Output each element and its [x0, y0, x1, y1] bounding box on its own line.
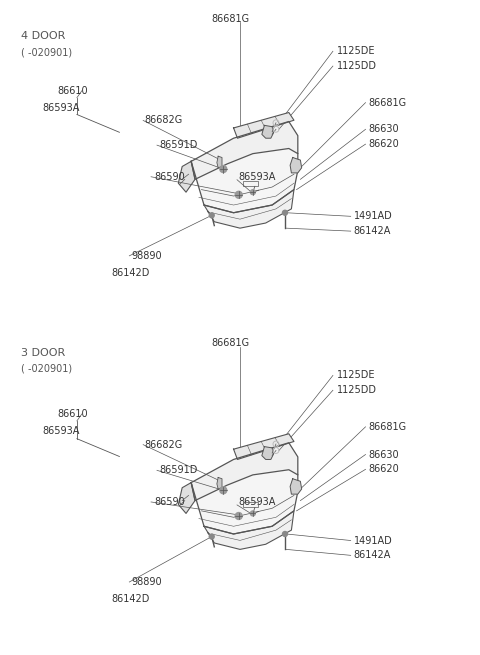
Polygon shape	[191, 470, 298, 534]
Text: 86630: 86630	[369, 449, 399, 460]
Text: 86593A: 86593A	[42, 103, 80, 113]
Text: 86681G: 86681G	[369, 422, 407, 432]
Text: 86620: 86620	[369, 139, 399, 149]
Text: 1125DE: 1125DE	[337, 371, 375, 381]
Text: 3 DOOR: 3 DOOR	[21, 348, 65, 358]
Text: 86591D: 86591D	[159, 140, 197, 150]
Text: 86682G: 86682G	[144, 115, 182, 125]
Circle shape	[283, 531, 288, 536]
Text: ( -020901): ( -020901)	[21, 47, 72, 57]
Text: 86593A: 86593A	[42, 426, 80, 436]
Polygon shape	[234, 113, 294, 138]
Text: 86610: 86610	[57, 409, 88, 419]
Text: 86681G: 86681G	[211, 14, 249, 24]
Bar	[242, 181, 258, 186]
Polygon shape	[191, 149, 298, 213]
Text: 86630: 86630	[369, 124, 399, 134]
Text: 98890: 98890	[131, 251, 162, 261]
Text: 86593A: 86593A	[238, 497, 276, 507]
Polygon shape	[179, 161, 195, 192]
Polygon shape	[191, 443, 298, 500]
Polygon shape	[204, 189, 294, 228]
Text: 86682G: 86682G	[144, 440, 182, 449]
Polygon shape	[217, 156, 222, 168]
Polygon shape	[191, 122, 298, 179]
Circle shape	[251, 190, 255, 195]
Circle shape	[235, 512, 242, 519]
Text: 86593A: 86593A	[238, 172, 276, 182]
Text: 86590: 86590	[154, 497, 185, 507]
Text: 86142D: 86142D	[111, 594, 150, 604]
Bar	[242, 502, 258, 507]
Text: 1491AD: 1491AD	[354, 212, 393, 221]
Polygon shape	[217, 477, 222, 489]
Text: 86142A: 86142A	[354, 550, 391, 560]
Polygon shape	[262, 447, 274, 459]
Text: 98890: 98890	[131, 577, 162, 587]
Text: 86590: 86590	[154, 172, 185, 182]
Text: 86610: 86610	[57, 86, 88, 96]
Circle shape	[220, 166, 227, 172]
Text: 86681G: 86681G	[211, 338, 249, 348]
Circle shape	[251, 511, 255, 516]
Circle shape	[209, 534, 214, 539]
Text: 1491AD: 1491AD	[354, 536, 393, 546]
Circle shape	[220, 487, 227, 494]
Text: 1125DD: 1125DD	[337, 61, 377, 71]
Text: 1125DD: 1125DD	[337, 385, 377, 395]
Polygon shape	[204, 511, 294, 550]
Polygon shape	[179, 483, 195, 514]
Circle shape	[209, 213, 214, 217]
Polygon shape	[290, 157, 301, 173]
Text: ( -020901): ( -020901)	[21, 364, 72, 373]
Text: 1125DE: 1125DE	[337, 47, 375, 56]
Text: 86620: 86620	[369, 464, 399, 474]
Polygon shape	[290, 479, 301, 494]
Text: 86142D: 86142D	[111, 268, 150, 278]
Text: 86142A: 86142A	[354, 226, 391, 236]
Circle shape	[235, 191, 242, 198]
Text: 86591D: 86591D	[159, 465, 197, 476]
Text: 86681G: 86681G	[369, 98, 407, 107]
Text: 4 DOOR: 4 DOOR	[21, 31, 65, 41]
Polygon shape	[262, 125, 274, 138]
Circle shape	[283, 210, 288, 215]
Polygon shape	[234, 434, 294, 459]
